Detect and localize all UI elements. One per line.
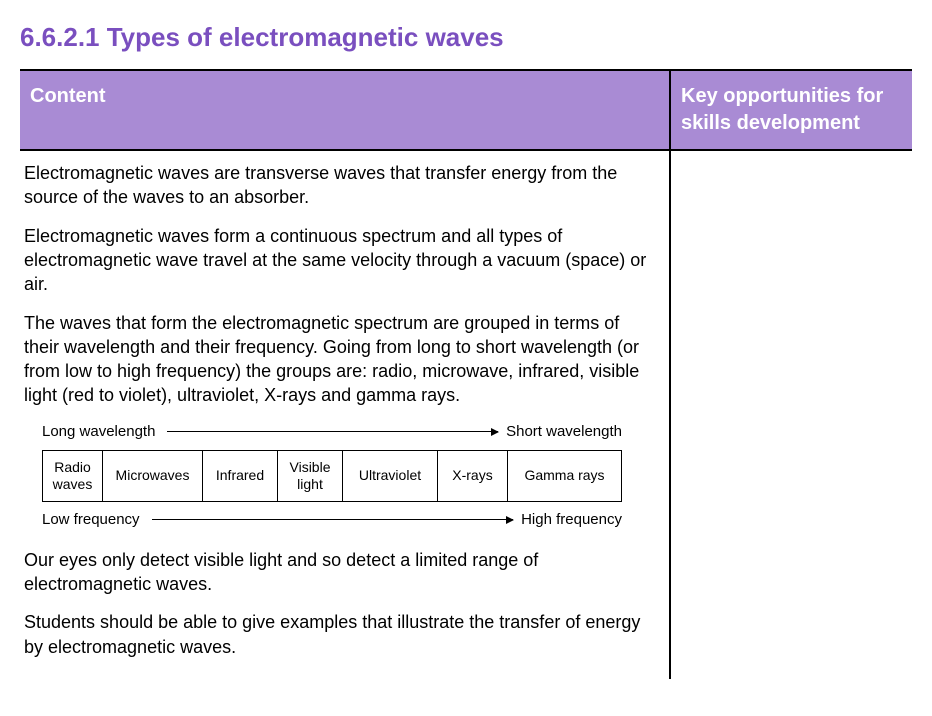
table-header-row: Content Key opportunities for skills dev…: [20, 70, 912, 150]
spectrum-boxes: Radio waves Microwaves Infrared Visible …: [42, 450, 622, 502]
arrow-right-icon: [152, 519, 514, 520]
spectrum-cell-infrared: Infrared: [203, 451, 278, 501]
paragraph: Our eyes only detect visible light and s…: [24, 548, 655, 597]
long-wavelength-label: Long wavelength: [42, 422, 155, 442]
content-table: Content Key opportunities for skills dev…: [20, 69, 912, 679]
section-heading: 6.6.2.1 Types of electromagnetic waves: [20, 20, 912, 55]
content-cell: Electromagnetic waves are transverse wav…: [20, 150, 670, 679]
column-header-skills: Key opportunities for skills development: [670, 70, 912, 150]
high-frequency-label: High frequency: [521, 510, 622, 530]
low-frequency-label: Low frequency: [42, 510, 140, 530]
column-header-content: Content: [20, 70, 670, 150]
spectrum-cell-gamma: Gamma rays: [508, 451, 621, 501]
wavelength-arrow-row: Long wavelength Short wavelength: [42, 422, 622, 442]
spectrum-cell-microwaves: Microwaves: [103, 451, 203, 501]
paragraph: Students should be able to give examples…: [24, 610, 655, 659]
arrow-right-icon: [167, 431, 498, 432]
spectrum-cell-visible: Visible light: [278, 451, 343, 501]
paragraph: Electromagnetic waves form a continuous …: [24, 224, 655, 297]
short-wavelength-label: Short wavelength: [506, 422, 622, 442]
paragraph: Electromagnetic waves are transverse wav…: [24, 161, 655, 210]
frequency-arrow-row: Low frequency High frequency: [42, 510, 622, 530]
spectrum-cell-xrays: X-rays: [438, 451, 508, 501]
em-spectrum-diagram: Long wavelength Short wavelength Radio w…: [42, 422, 655, 530]
paragraph: The waves that form the electromagnetic …: [24, 311, 655, 408]
spectrum-cell-radio: Radio waves: [43, 451, 103, 501]
table-body-row: Electromagnetic waves are transverse wav…: [20, 150, 912, 679]
skills-cell: [670, 150, 912, 679]
spectrum-cell-ultraviolet: Ultraviolet: [343, 451, 438, 501]
